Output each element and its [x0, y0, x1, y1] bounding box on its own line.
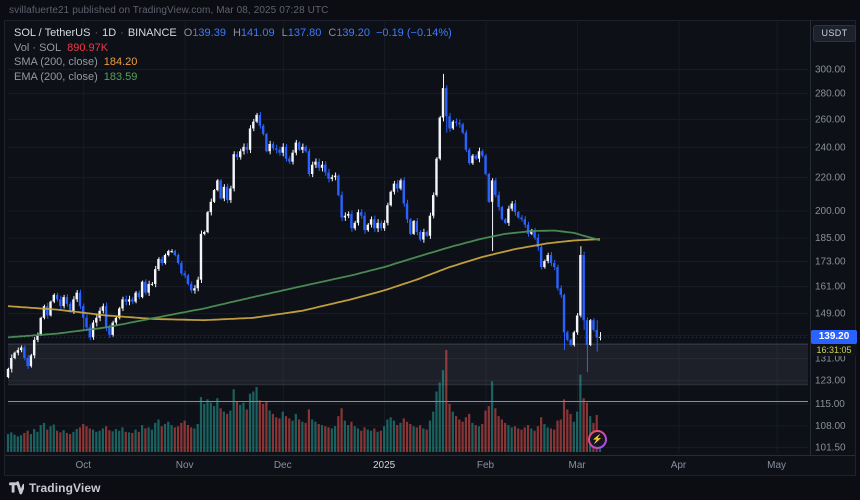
open-label: O [183, 27, 193, 39]
sma-legend-row[interactable]: SMA (200, close) 184.20 [14, 55, 452, 70]
lightning-icon: ⚡ [590, 432, 605, 447]
svg-text:200.00: 200.00 [815, 206, 846, 217]
time-axis[interactable] [4, 456, 810, 475]
close-value: 139.20 [336, 27, 370, 39]
tradingview-logo-icon [9, 481, 24, 495]
bar-countdown: 16:31:05 [811, 345, 857, 356]
svg-text:Nov: Nov [176, 460, 194, 471]
chart-legend: SOL / TetherUS · 1D · BINANCE O139.39 H141.09 L… [14, 26, 452, 84]
sma-value: 184.20 [103, 56, 138, 68]
close-label: C [328, 27, 337, 39]
volume-value: 890.97K [67, 41, 109, 54]
svg-text:260.00: 260.00 [815, 114, 846, 125]
svg-text:Apr: Apr [671, 460, 687, 471]
ema-value: 183.59 [103, 70, 138, 83]
low-label: L [281, 27, 288, 39]
symbol-legend-row[interactable]: SOL / TetherUS · 1D · BINANCE O139.39 H141.09 L… [14, 26, 452, 41]
ema-legend-row[interactable]: EMA (200, close) 183.59 [14, 70, 452, 85]
tradingview-brand-text: TradingView [29, 481, 101, 495]
legend-separator: · [94, 27, 99, 39]
svg-text:115.00: 115.00 [815, 399, 845, 410]
currency-unit-button[interactable]: USDT [813, 25, 856, 42]
change-value: −0.19 (−0.14%) [375, 27, 452, 39]
svg-text:May: May [767, 460, 786, 471]
reaction-badge[interactable]: ⚡ [588, 430, 607, 449]
exchange-label: BINANCE [127, 27, 177, 39]
svg-text:280.00: 280.00 [815, 89, 846, 100]
svg-text:300.00: 300.00 [815, 65, 846, 76]
svg-text:149.00: 149.00 [815, 309, 846, 320]
ema-label: EMA (200, close) [14, 70, 98, 83]
svg-text:173.00: 173.00 [815, 257, 846, 268]
attribution-text: svillafuerte21 published on TradingView.… [9, 5, 329, 16]
price-axis[interactable] [811, 43, 856, 455]
svg-text:108.00: 108.00 [815, 421, 846, 432]
high-value: 141.09 [240, 27, 275, 39]
svg-text:2025: 2025 [373, 460, 396, 471]
volume-label: Vol · SOL [14, 41, 62, 54]
svg-text:185.00: 185.00 [815, 233, 846, 244]
open-value: 139.39 [192, 27, 226, 39]
interval-label[interactable]: 1D [102, 27, 117, 39]
svg-text:101.50: 101.50 [815, 443, 846, 454]
tradingview-logo[interactable]: TradingView [9, 480, 101, 496]
sma-label: SMA (200, close) [14, 56, 98, 68]
svg-text:Feb: Feb [477, 460, 495, 471]
low-value: 137.80 [287, 27, 322, 39]
svg-text:240.00: 240.00 [815, 142, 846, 153]
svg-text:Mar: Mar [568, 460, 586, 471]
chart-panel [4, 20, 856, 476]
svg-text:Dec: Dec [274, 460, 292, 471]
svg-text:123.00: 123.00 [815, 375, 846, 386]
legend-separator: · [120, 27, 124, 39]
last-price-badge[interactable]: 139.20 [811, 330, 857, 344]
svg-text:131.00: 131.00 [815, 354, 846, 365]
high-label: H [232, 27, 241, 39]
svg-text:220.00: 220.00 [815, 173, 846, 184]
symbol-name[interactable]: SOL / TetherUS [14, 27, 91, 39]
svg-text:Oct: Oct [75, 460, 91, 471]
volume-legend-row[interactable]: Vol · SOL 890.97K [14, 41, 452, 56]
svg-text:161.00: 161.00 [815, 282, 846, 293]
